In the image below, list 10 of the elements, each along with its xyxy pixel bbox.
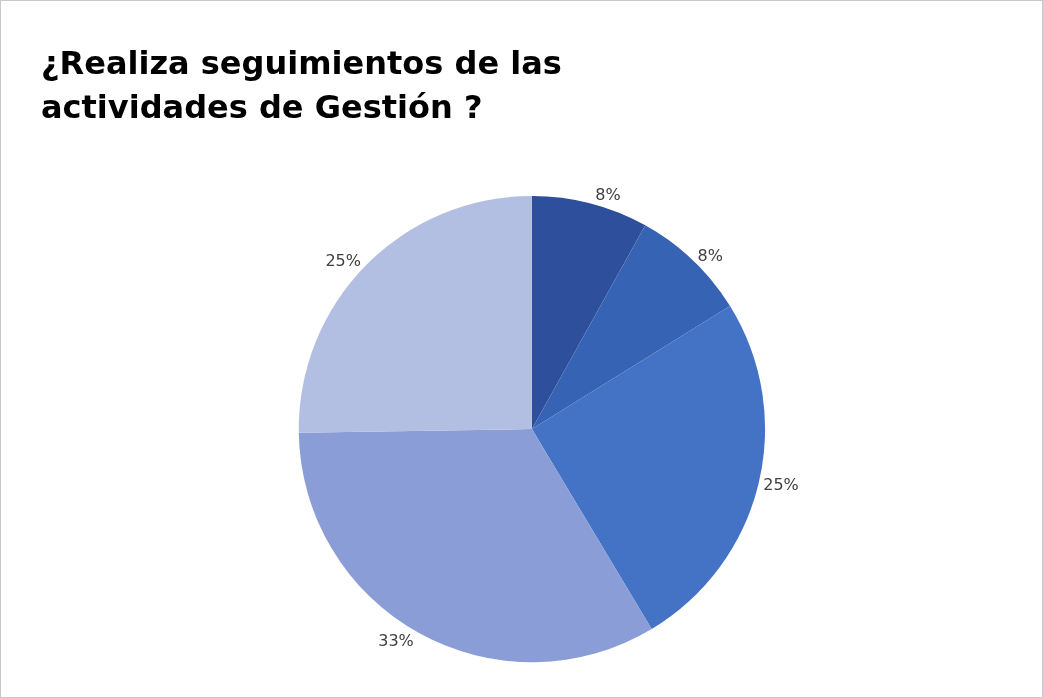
data-label: 8% [595,184,621,204]
data-label: 33% [378,630,414,650]
data-label: 8% [697,245,723,265]
data-label: 25% [763,475,799,495]
data-label: 25% [325,251,361,271]
pie-slice [531,306,765,630]
chart-title: ¿Realiza seguimientos de las actividades de Gestión ? [41,43,563,128]
pie-slice [298,195,532,433]
pie-slice [298,429,652,662]
pie-slice [531,225,731,430]
